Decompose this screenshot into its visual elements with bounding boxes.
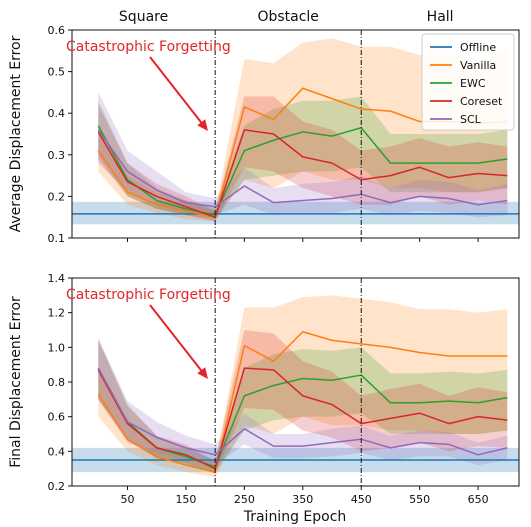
forgetting-arrow [149,304,205,375]
legend-label-ewc: EWC [460,77,486,90]
legend-label-scl: SCL [460,113,482,126]
band-coreset [98,330,508,474]
legend-label-vanilla: Vanilla [460,59,496,72]
y-tick-label: 0.4 [48,445,66,458]
band-ewc [98,96,508,220]
band-ewc [98,338,508,473]
band-vanilla [98,38,508,222]
line-coreset [97,367,508,470]
annotation-catastrophic-forgetting: Catastrophic Forgetting [66,39,231,55]
line-scl [97,367,508,456]
band-scl [98,338,508,466]
band-scl [98,92,508,218]
band-coreset [98,96,508,222]
forgetting-arrow-head [197,119,208,131]
annotation-catastrophic-forgetting: Catastrophic Forgetting [66,287,231,303]
line-coreset [97,129,508,218]
offline-band [72,201,519,225]
y-axis-label: Average Displacement Error [8,35,24,232]
band-vanilla [98,295,508,478]
x-tick-label: 250 [234,493,255,506]
y-axis-label: Final Displacement Error [8,296,24,468]
y-tick-label: 0.2 [48,480,66,493]
x-axis-label: Training Epoch [243,509,347,525]
line-vanilla [97,330,508,473]
x-tick-label: 550 [409,493,430,506]
x-tick-label: 650 [468,493,489,506]
y-tick-label: 1.0 [48,341,66,354]
y-tick-label: 0.6 [48,411,66,424]
forgetting-arrow-head [197,367,208,379]
x-tick-label: 450 [351,493,372,506]
legend [421,33,515,131]
y-tick-label: 0.8 [48,376,66,389]
ade-panel: 0.1 0.2 0.3 0.4 0.5 0.6 Average Displacement E… [8,9,520,245]
y-tick-label: 0.3 [48,149,66,162]
y-tick-label: 0.5 [48,66,66,79]
legend-label-coreset: Coreset [460,95,503,108]
y-tick-label: 0.6 [48,24,66,37]
plot-frame [71,29,520,239]
x-tick-label: 50 [121,493,135,506]
y-tick-label: 1.4 [48,272,66,285]
phase-label-hall: Hall [427,9,454,25]
y-tick-label: 0.2 [48,190,66,203]
legend-label-offline: Offline [460,41,496,54]
line-ewc [97,125,508,216]
forgetting-arrow [149,56,205,127]
y-tick-label: 0.1 [48,232,66,245]
y-tick-label: 1.2 [48,307,66,320]
y-tick-label: 0.4 [48,107,66,120]
line-scl [97,129,508,208]
phase-label-square: Square [119,9,168,25]
x-tick-label: 350 [292,493,313,506]
x-tick-label: 150 [175,493,196,506]
phase-label-obstacle: Obstacle [257,9,318,25]
fde-panel: 0.2 0.4 0.6 0.8 1.0 1.2 1.4 50 150 250 350 450 550 65… [8,272,520,506]
